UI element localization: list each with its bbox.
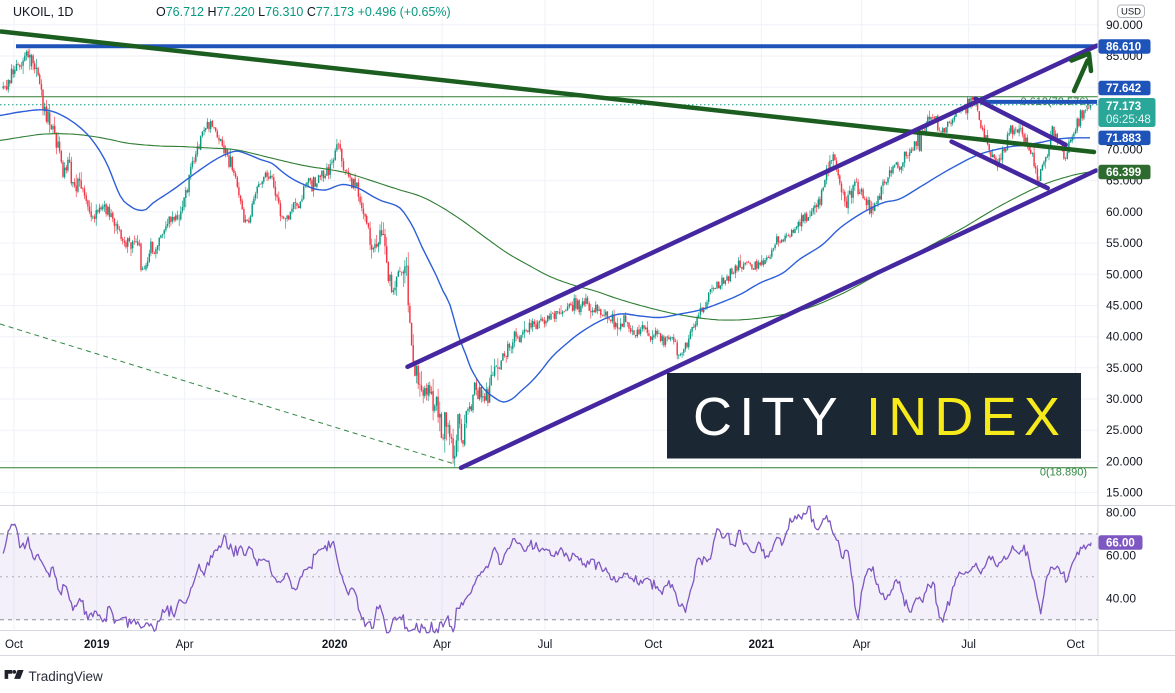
- svg-text:86.610: 86.610: [1106, 41, 1141, 53]
- svg-text:25.000: 25.000: [1106, 423, 1143, 437]
- svg-text:77.642: 77.642: [1106, 83, 1141, 95]
- svg-text:77.173: 77.173: [1106, 101, 1141, 113]
- svg-text:Oct: Oct: [5, 639, 24, 651]
- svg-text:66.399: 66.399: [1106, 167, 1141, 179]
- svg-text:90.000: 90.000: [1106, 18, 1143, 32]
- svg-text:0(18.890): 0(18.890): [1040, 467, 1087, 479]
- svg-text:06:25:48: 06:25:48: [1106, 114, 1151, 126]
- svg-text:40.00: 40.00: [1106, 591, 1136, 605]
- svg-text:CITY INDEX: CITY INDEX: [693, 387, 1067, 447]
- svg-text:2021: 2021: [749, 639, 775, 651]
- svg-text:30.000: 30.000: [1106, 392, 1143, 406]
- svg-text:2019: 2019: [84, 639, 110, 651]
- svg-text:USD: USD: [1121, 7, 1141, 18]
- svg-text:TradingView: TradingView: [29, 669, 104, 684]
- svg-text:2020: 2020: [322, 639, 348, 651]
- svg-text:Oct: Oct: [1067, 639, 1086, 651]
- svg-text:45.000: 45.000: [1106, 299, 1143, 313]
- svg-text:70.000: 70.000: [1106, 143, 1143, 157]
- svg-text:UKOIL, 1D: UKOIL, 1D: [13, 5, 73, 19]
- svg-text:71.883: 71.883: [1106, 133, 1141, 145]
- svg-text:Apr: Apr: [176, 639, 194, 651]
- svg-text:60.00: 60.00: [1106, 548, 1136, 562]
- svg-text:Apr: Apr: [853, 639, 871, 651]
- svg-text:50.000: 50.000: [1106, 267, 1143, 281]
- svg-text:20.000: 20.000: [1106, 454, 1143, 468]
- svg-text:60.000: 60.000: [1106, 205, 1143, 219]
- svg-text:Apr: Apr: [433, 639, 451, 651]
- svg-text:Jul: Jul: [961, 639, 976, 651]
- svg-text:35.000: 35.000: [1106, 361, 1143, 375]
- svg-text:40.000: 40.000: [1106, 330, 1143, 344]
- svg-text:O76.712 H77.220 L76.310 C77.17: O76.712 H77.220 L76.310 C77.173 +0.496 (…: [156, 5, 451, 19]
- svg-text:Jul: Jul: [538, 639, 553, 651]
- svg-text:Oct: Oct: [644, 639, 663, 651]
- svg-text:15.000: 15.000: [1106, 486, 1143, 500]
- svg-text:66.00: 66.00: [1106, 538, 1135, 550]
- svg-text:80.00: 80.00: [1106, 505, 1136, 519]
- svg-text:55.000: 55.000: [1106, 236, 1143, 250]
